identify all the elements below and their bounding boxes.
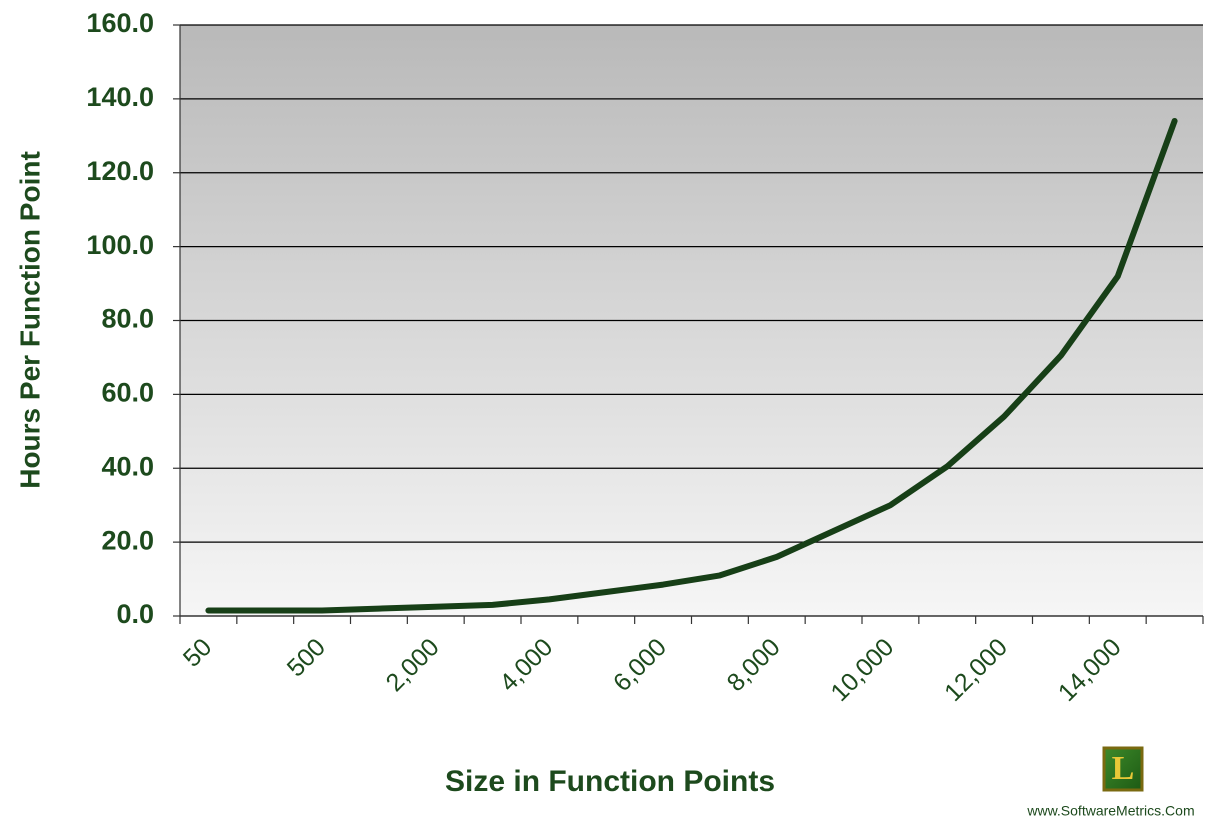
logo-letter: L (1112, 750, 1135, 787)
x-tick-label: 2,000 (381, 633, 445, 697)
x-tick-label: 50 (178, 633, 217, 672)
x-tick-label: 500 (282, 633, 331, 682)
y-tick-label: 60.0 (101, 378, 154, 408)
x-tick-label: 10,000 (825, 633, 899, 707)
y-tick-label: 160.0 (86, 8, 154, 38)
x-tick-label: 8,000 (722, 633, 786, 697)
y-tick-label: 80.0 (101, 304, 154, 334)
source: www.SoftwareMetrics.Com (1026, 803, 1194, 819)
y-tick-label: 120.0 (86, 156, 154, 186)
logo-box (1102, 746, 1144, 792)
x-axis-title: Size in Function Points (445, 765, 775, 798)
x-tick-label: 4,000 (494, 633, 558, 697)
x-tick-label: 6,000 (608, 633, 672, 697)
x-tick-label: 12,000 (939, 633, 1013, 707)
y-tick-label: 0.0 (116, 599, 154, 629)
y-tick-label: 100.0 (86, 230, 154, 260)
x-tick-label: 14,000 (1053, 633, 1127, 707)
y-tick-label: 20.0 (101, 525, 154, 555)
y-axis-title: Hours Per Function Point (14, 151, 45, 489)
data-line (205, 118, 1178, 614)
y-tick-label: 140.0 (86, 82, 154, 112)
y-tick-label: 40.0 (101, 451, 154, 481)
